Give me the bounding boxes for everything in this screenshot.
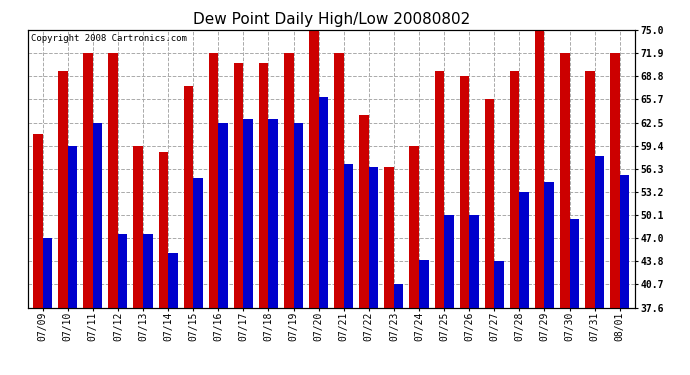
Bar: [494, 261, 504, 375]
Text: Copyright 2008 Cartronics.com: Copyright 2008 Cartronics.com: [30, 34, 186, 43]
Bar: [168, 253, 177, 375]
Bar: [143, 234, 152, 375]
Bar: [444, 215, 453, 375]
Bar: [68, 146, 77, 375]
Bar: [344, 164, 353, 375]
Bar: [369, 167, 378, 375]
Bar: [460, 76, 469, 375]
Bar: [118, 234, 128, 375]
Bar: [469, 215, 479, 375]
Bar: [384, 167, 394, 375]
Bar: [244, 119, 253, 375]
Bar: [520, 192, 529, 375]
Bar: [58, 71, 68, 375]
Bar: [184, 86, 193, 375]
Bar: [585, 71, 595, 375]
Bar: [33, 134, 43, 375]
Bar: [409, 146, 419, 375]
Bar: [544, 182, 554, 375]
Bar: [510, 71, 520, 375]
Bar: [83, 53, 93, 375]
Bar: [268, 119, 278, 375]
Bar: [284, 53, 293, 375]
Bar: [319, 97, 328, 375]
Bar: [133, 146, 143, 375]
Bar: [620, 175, 629, 375]
Bar: [419, 260, 428, 375]
Bar: [93, 123, 102, 375]
Bar: [234, 63, 244, 375]
Bar: [218, 123, 228, 375]
Bar: [209, 53, 218, 375]
Bar: [259, 63, 268, 375]
Bar: [193, 178, 203, 375]
Bar: [595, 156, 604, 375]
Bar: [43, 238, 52, 375]
Bar: [394, 285, 404, 375]
Bar: [108, 53, 118, 375]
Bar: [485, 99, 494, 375]
Bar: [560, 53, 569, 375]
Bar: [159, 152, 168, 375]
Bar: [309, 30, 319, 375]
Bar: [359, 116, 369, 375]
Bar: [435, 71, 444, 375]
Bar: [535, 30, 544, 375]
Bar: [334, 53, 344, 375]
Bar: [293, 123, 303, 375]
Title: Dew Point Daily High/Low 20080802: Dew Point Daily High/Low 20080802: [193, 12, 470, 27]
Bar: [610, 53, 620, 375]
Bar: [569, 219, 579, 375]
